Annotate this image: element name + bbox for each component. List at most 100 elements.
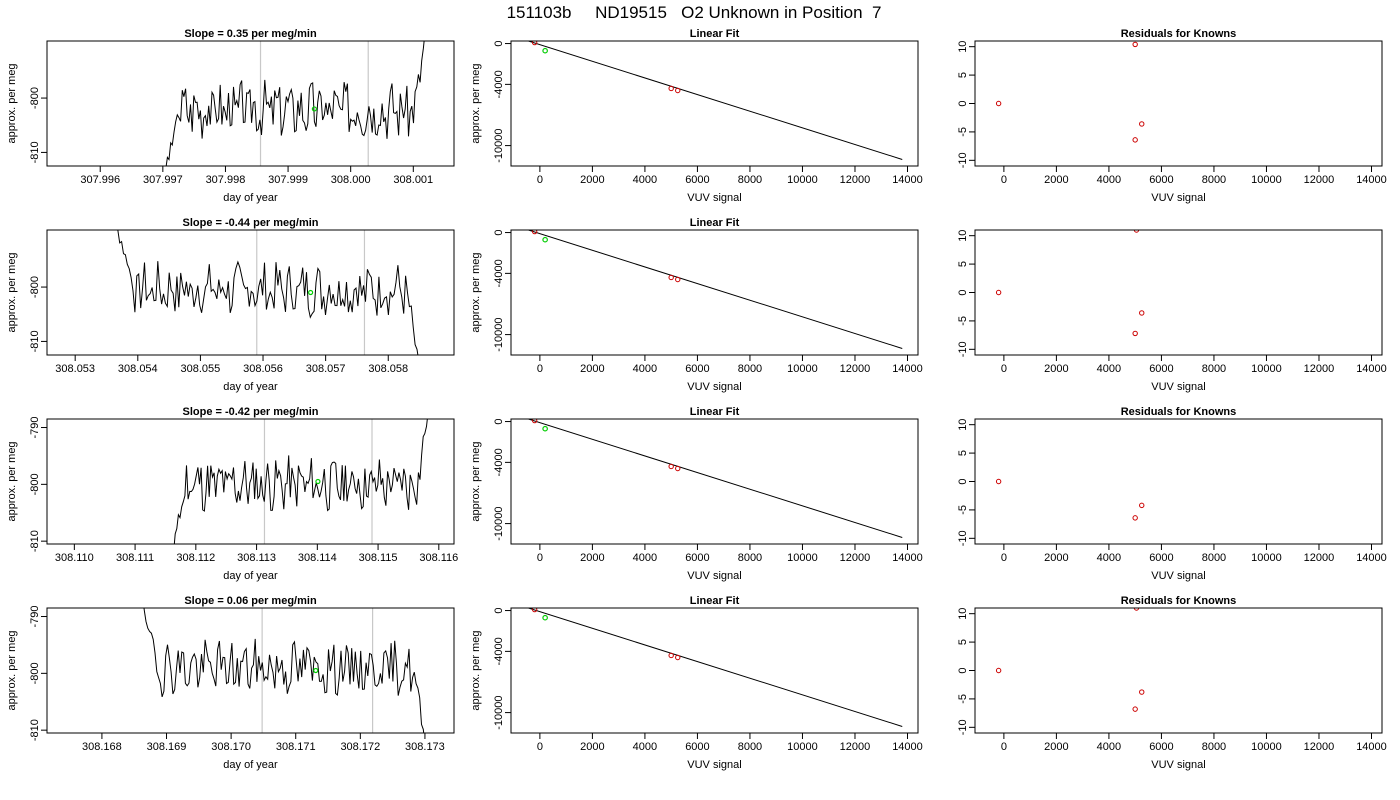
known-point xyxy=(1139,689,1145,695)
unknown-marker xyxy=(315,478,321,485)
unknown-point xyxy=(542,47,548,54)
y-tick-label: 0 xyxy=(957,289,969,295)
known-point xyxy=(1133,608,1140,611)
known-point xyxy=(1132,41,1138,48)
x-tick-label: 308.115 xyxy=(359,552,398,564)
y-tick-label: -4000 xyxy=(493,637,505,665)
x-tick-label: 0 xyxy=(1001,174,1007,186)
plot-frame xyxy=(974,229,1383,356)
y-tick-label: 5 xyxy=(957,72,969,78)
plot-area xyxy=(165,41,425,166)
x-tick-label: 6000 xyxy=(1149,174,1173,186)
y-tick-label: -10 xyxy=(957,719,969,735)
page-title: 151103b ND19515 O2 Unknown in Position 7 xyxy=(507,3,882,22)
x-tick-label: 10000 xyxy=(787,741,818,753)
panel-title: Linear Fit xyxy=(690,217,740,229)
panel-title: Residuals for Knowns xyxy=(1121,28,1237,40)
plot-frame xyxy=(46,607,455,734)
x-tick-label: 308.053 xyxy=(55,363,95,375)
y-tick-label: 0 xyxy=(493,418,505,424)
x-tick-label: 0 xyxy=(537,552,543,564)
x-tick-label: 308.113 xyxy=(237,552,276,564)
panel-r2-c0: Slope = -0.42 per meg/min 308.110 308.111 3… xyxy=(6,406,458,582)
y-tick-label: -800 xyxy=(29,662,41,684)
x-axis-label: VUV signal xyxy=(687,570,741,582)
x-axis-label: VUV signal xyxy=(687,381,741,393)
x-tick-label: 8000 xyxy=(738,552,762,564)
y-tick-label: 0 xyxy=(493,40,505,46)
plot-area xyxy=(526,230,903,349)
known-point xyxy=(995,289,1002,296)
x-tick-label: 2000 xyxy=(580,552,604,564)
plot-frame xyxy=(974,40,1383,167)
x-tick-label: 308.171 xyxy=(276,741,316,753)
plot-frame xyxy=(974,418,1383,545)
x-tick-label: 12000 xyxy=(1304,363,1335,375)
known-point xyxy=(1139,121,1145,127)
x-axis-label: VUV signal xyxy=(687,759,741,771)
x-tick-label: 308.170 xyxy=(211,741,251,753)
x-axis-label: day of year xyxy=(223,381,278,393)
x-axis-label: VUV signal xyxy=(1151,192,1205,204)
fit-line xyxy=(526,608,903,727)
panel-r1-c2: 0 2000 4000 6000 8000 10000 12000 14000 10 5 0 -5 -1… xyxy=(957,229,1387,393)
x-tick-label: 0 xyxy=(537,363,543,375)
x-tick-label: 6000 xyxy=(685,552,709,564)
y-tick-label: -5 xyxy=(957,127,969,137)
x-tick-label: 2000 xyxy=(1044,741,1068,753)
known-point xyxy=(675,87,681,94)
unknown-point xyxy=(542,425,548,432)
x-tick-label: 2000 xyxy=(1044,363,1068,375)
known-point xyxy=(1132,515,1138,521)
y-tick-label: -810 xyxy=(29,530,41,552)
panel-title: Linear Fit xyxy=(690,595,740,607)
x-tick-label: 308.172 xyxy=(340,741,380,753)
y-tick-label: -790 xyxy=(29,606,41,628)
y-tick-label: -5 xyxy=(957,505,969,515)
panel-title: Residuals for Knowns xyxy=(1121,595,1237,607)
y-tick-label: -810 xyxy=(29,330,41,352)
x-tick-label: 4000 xyxy=(633,552,657,564)
x-tick-label: 307.997 xyxy=(143,174,183,186)
panel-r3-c0: Slope = 0.06 per meg/min 308.168 308.169 30… xyxy=(6,595,455,771)
x-tick-label: 6000 xyxy=(685,363,709,375)
known-point xyxy=(675,276,681,283)
x-tick-label: 307.996 xyxy=(80,174,120,186)
y-tick-label: 0 xyxy=(957,478,969,484)
x-tick-label: 8000 xyxy=(738,174,762,186)
y-tick-label: 0 xyxy=(493,607,505,613)
plot-frame xyxy=(46,40,455,167)
known-point xyxy=(668,274,674,281)
x-tick-label: 2000 xyxy=(580,174,604,186)
unknown-marker xyxy=(313,667,319,674)
known-point xyxy=(675,465,681,472)
y-tick-label: -10 xyxy=(957,152,969,168)
known-point xyxy=(531,230,538,235)
series-line xyxy=(117,230,419,355)
fit-line xyxy=(526,41,903,160)
y-tick-label: -10 xyxy=(957,341,969,357)
x-axis-label: day of year xyxy=(223,759,278,771)
y-tick-label: -4000 xyxy=(493,448,505,476)
unknown-marker xyxy=(308,289,314,296)
y-axis-label: approx. per meg xyxy=(470,630,482,710)
y-tick-label: -800 xyxy=(29,87,41,109)
y-tick-label: -10000 xyxy=(493,128,505,162)
y-tick-label: 5 xyxy=(957,639,969,645)
plot-area xyxy=(117,230,419,355)
panel-title: Slope = 0.06 per meg/min xyxy=(184,595,317,607)
x-tick-label: 308.057 xyxy=(306,363,346,375)
x-tick-label: 308.110 xyxy=(55,552,94,564)
y-axis-label: approx. per meg xyxy=(470,252,482,332)
unknown-point xyxy=(542,236,548,243)
panel-r1-c1: Linear Fit 0 2000 4000 6000 8000 10000 12000 140… xyxy=(470,217,923,393)
y-axis-label: approx. per meg xyxy=(470,63,482,143)
x-tick-label: 12000 xyxy=(840,174,871,186)
y-tick-label: -4000 xyxy=(493,259,505,287)
x-tick-label: 4000 xyxy=(1097,741,1121,753)
x-axis-label: VUV signal xyxy=(1151,759,1205,771)
y-tick-label: 5 xyxy=(957,450,969,456)
panel-r1-c0: Slope = -0.44 per meg/min 308.053 308.054 3… xyxy=(6,217,455,393)
x-tick-label: 6000 xyxy=(1149,552,1173,564)
plot-area xyxy=(143,608,425,733)
